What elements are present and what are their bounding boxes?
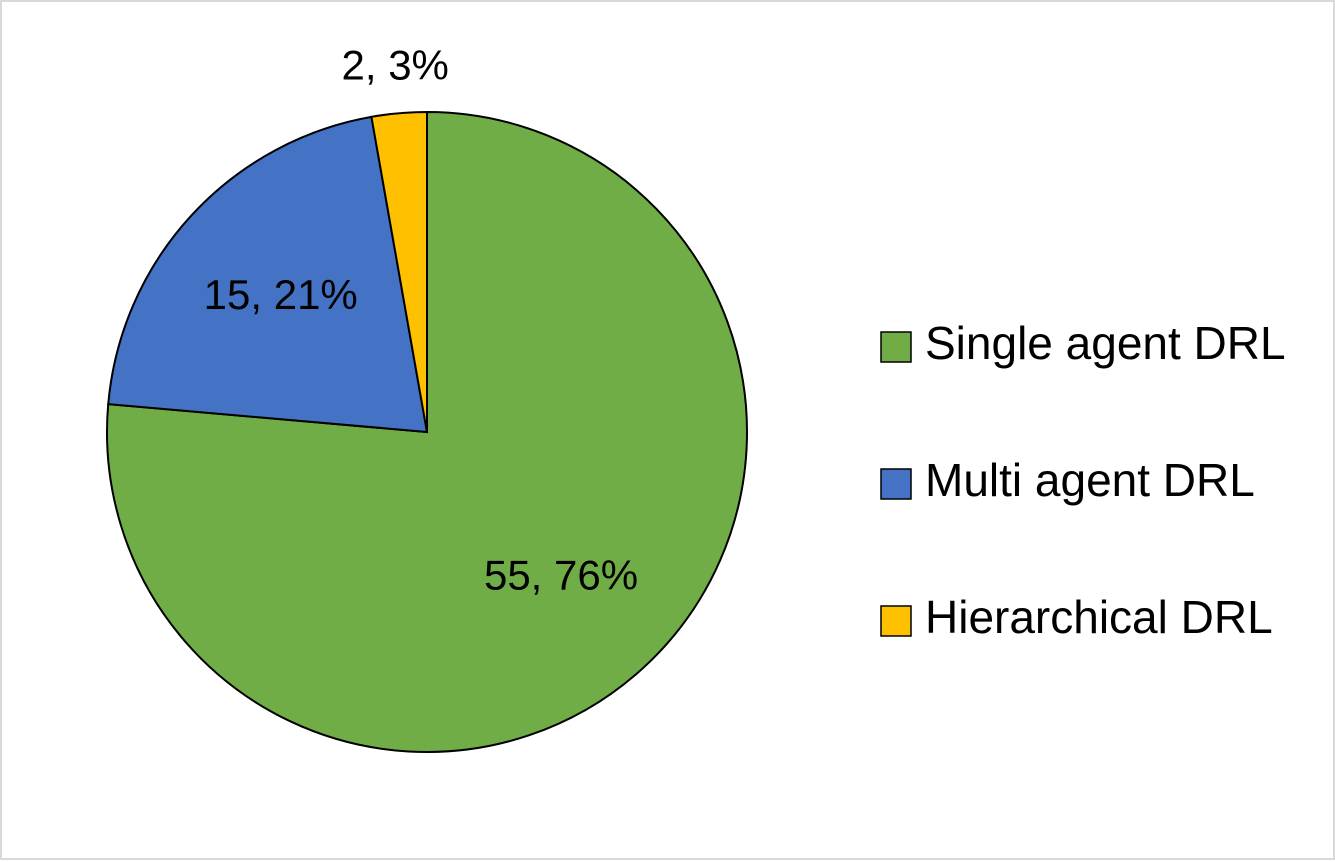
pie-slice-hierarchical-drl	[370, 110, 428, 433]
chart-legend: Single agent DRL Multi agent DRL Hierarchi…	[880, 317, 1286, 643]
legend-swatch-multi-agent-drl	[880, 468, 912, 500]
legend-swatch-single-agent-drl	[880, 331, 912, 363]
legend-label-multi-agent-drl: Multi agent DRL	[925, 454, 1255, 506]
pie-slice-multi-agent-drl	[107, 115, 429, 434]
pie-slices	[106, 110, 748, 753]
legend-label-single-agent-drl: Single agent DRL	[925, 317, 1286, 369]
data-label-multi-agent-drl: 15, 21%	[204, 271, 358, 318]
data-label-hierarchical-drl: 2, 3%	[342, 42, 449, 89]
data-label-single-agent-drl: 55, 76%	[484, 551, 638, 598]
pie-data-labels: 55, 76% 15, 21% 2, 3%	[204, 42, 638, 599]
legend-label-hierarchical-drl: Hierarchical DRL	[925, 591, 1273, 643]
legend-swatch-hierarchical-drl	[880, 605, 912, 637]
